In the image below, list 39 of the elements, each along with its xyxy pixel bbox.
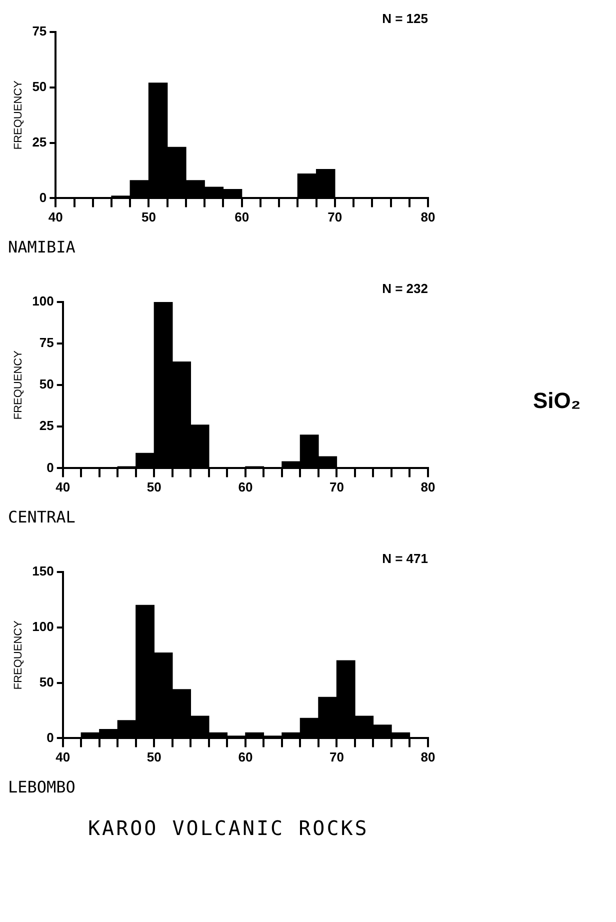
x-tick-label: 70: [329, 480, 344, 495]
x-tick-label: 80: [420, 480, 436, 495]
x-tick-label: 50: [146, 750, 162, 765]
y-tick-label: 75: [32, 24, 47, 39]
y-tick-label: 25: [32, 134, 47, 150]
y-tick-label: 0: [39, 190, 47, 205]
y-axis-title: FREQUENCY: [12, 80, 25, 150]
y-tick-label: 100: [32, 618, 54, 634]
y-tick-label: 50: [39, 376, 54, 392]
y-tick-label: 25: [39, 418, 54, 434]
x-axis-title: SiO₂: [533, 388, 581, 414]
text: NAMIBIA: [8, 238, 76, 257]
y-tick-label: 50: [32, 78, 47, 94]
x-tick-label: 40: [56, 480, 70, 495]
y-tick-label: 75: [39, 335, 54, 350]
x-tick-label: 40: [48, 210, 63, 225]
y-tick-label: 150: [32, 564, 54, 579]
text: N = 471: [382, 551, 428, 566]
y-tick-label: 0: [46, 460, 54, 475]
x-tick-label: 50: [146, 480, 162, 495]
y-tick-label: 50: [39, 674, 54, 690]
y-tick-label: 100: [32, 294, 54, 309]
text: N = 125: [382, 11, 428, 26]
y-tick-label: 0: [46, 730, 54, 745]
x-tick-label: 80: [420, 750, 436, 765]
x-tick-label: 60: [238, 750, 253, 765]
y-axis-title: FREQUENCY: [12, 350, 25, 420]
x-tick-label: 70: [329, 750, 344, 765]
x-tick-label: 60: [234, 210, 250, 225]
text: KAROO VOLCANIC ROCKS: [88, 816, 369, 840]
x-tick-label: 70: [328, 210, 342, 225]
text: N = 232: [382, 281, 428, 296]
text: LEBOMBO: [8, 778, 76, 797]
x-tick-label: 50: [142, 210, 156, 225]
x-tick-label: 60: [238, 480, 253, 495]
y-axis-title: FREQUENCY: [12, 620, 25, 690]
x-tick-label: 40: [56, 750, 70, 765]
text: CENTRAL: [8, 508, 76, 527]
x-tick-label: 80: [420, 210, 436, 225]
